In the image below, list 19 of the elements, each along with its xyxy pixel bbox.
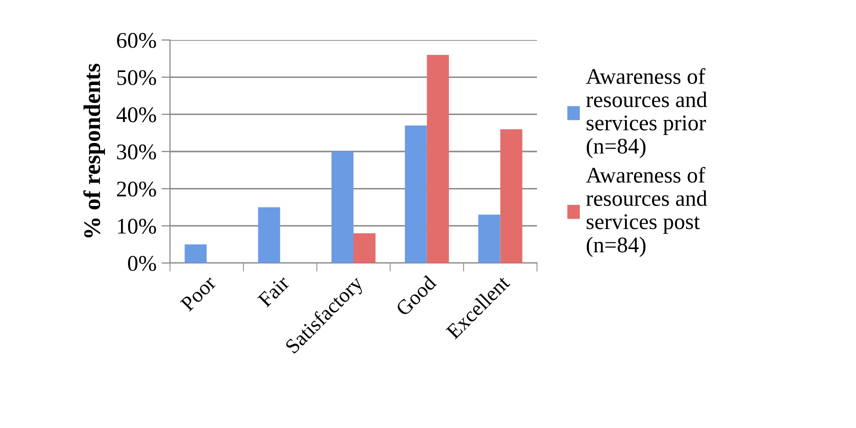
y-tick-label: 10% <box>118 218 156 234</box>
x-tick-label: Poor <box>180 274 217 312</box>
y-tick-label: 20% <box>117 182 156 197</box>
bar <box>404 125 427 263</box>
bar <box>354 233 376 263</box>
legend-label: Awareness of resources and services prior (n=84) <box>586 68 708 158</box>
legend-label: Awareness of resources and services post (n=84) <box>586 166 708 257</box>
bar <box>331 152 354 263</box>
bar <box>426 54 449 263</box>
y-tick-label: 40% <box>116 107 156 122</box>
bar <box>258 207 280 263</box>
bar <box>184 244 207 263</box>
y-tick-label: 0% <box>128 256 156 271</box>
y-tick-label: 50% <box>117 70 156 86</box>
y-tick-label: 60% <box>117 32 156 48</box>
bar <box>500 129 522 263</box>
y-tick-label: 30% <box>117 144 156 160</box>
bar <box>478 214 500 263</box>
y-axis-title: % of respondents <box>83 64 105 238</box>
